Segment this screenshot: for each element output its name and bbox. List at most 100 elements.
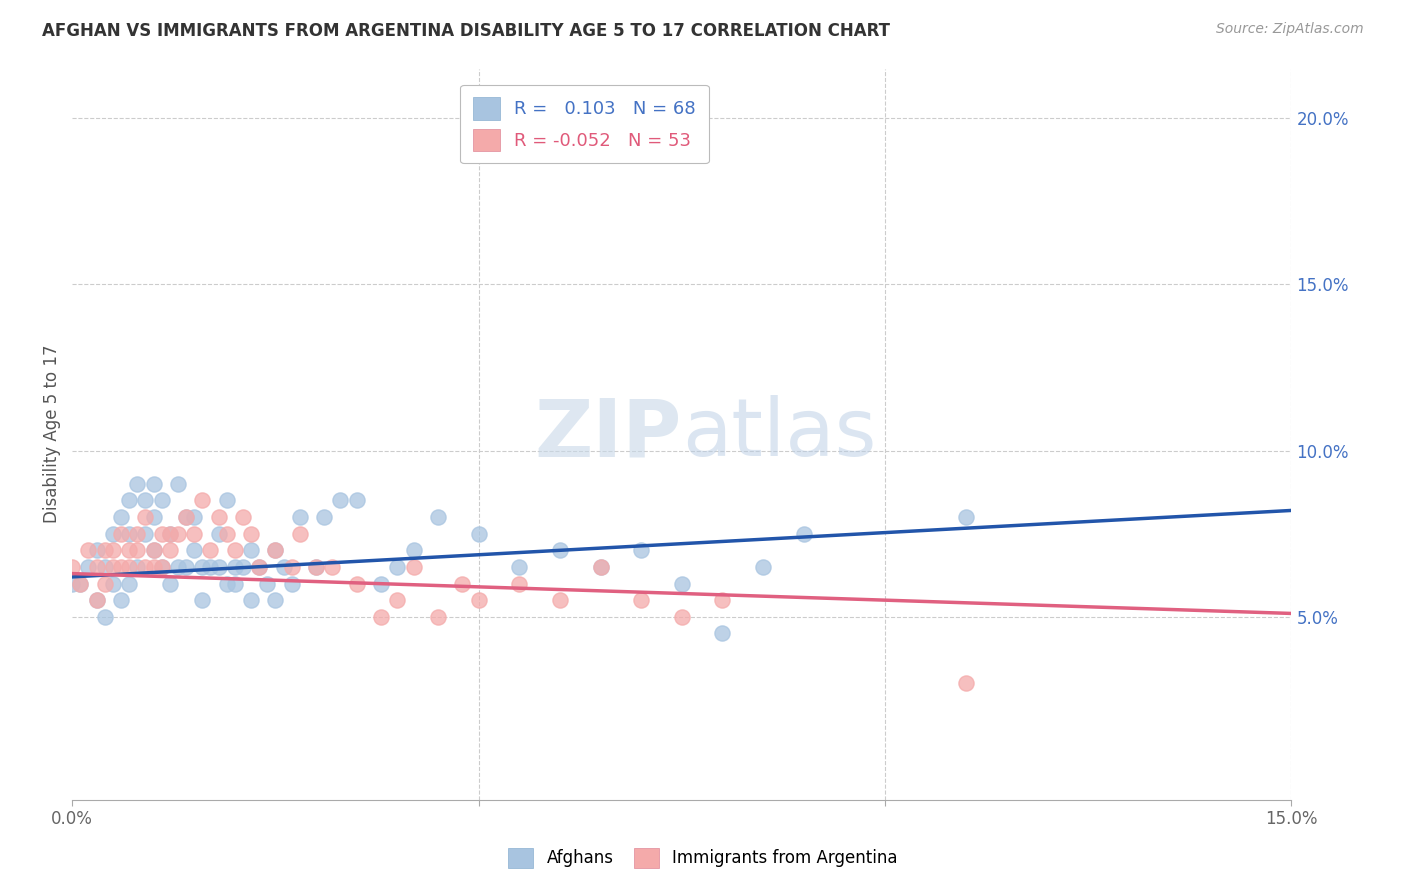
Point	[370, 576, 392, 591]
Point	[150, 560, 173, 574]
Point	[101, 576, 124, 591]
Y-axis label: Disability Age 5 to 17: Disability Age 5 to 17	[44, 345, 60, 524]
Point	[207, 510, 229, 524]
Point	[346, 493, 368, 508]
Point	[174, 560, 197, 574]
Point	[69, 576, 91, 591]
Point	[589, 560, 612, 574]
Point	[142, 476, 165, 491]
Point	[240, 526, 263, 541]
Point	[134, 560, 156, 574]
Point	[118, 493, 141, 508]
Point	[305, 560, 328, 574]
Point	[387, 593, 409, 607]
Point	[207, 560, 229, 574]
Point	[118, 526, 141, 541]
Point	[451, 576, 474, 591]
Point	[110, 593, 132, 607]
Point	[224, 560, 246, 574]
Point	[630, 543, 652, 558]
Point	[402, 560, 425, 574]
Point	[142, 560, 165, 574]
Point	[240, 593, 263, 607]
Point	[159, 526, 181, 541]
Point	[402, 543, 425, 558]
Point	[101, 560, 124, 574]
Point	[93, 560, 115, 574]
Point	[224, 543, 246, 558]
Point	[86, 560, 108, 574]
Point	[93, 543, 115, 558]
Point	[134, 493, 156, 508]
Legend: Afghans, Immigrants from Argentina: Afghans, Immigrants from Argentina	[502, 841, 904, 875]
Point	[127, 476, 149, 491]
Point	[110, 526, 132, 541]
Point	[101, 543, 124, 558]
Point	[264, 543, 287, 558]
Point	[215, 526, 238, 541]
Point	[183, 543, 205, 558]
Point	[264, 593, 287, 607]
Point	[288, 510, 311, 524]
Point	[134, 510, 156, 524]
Point	[110, 510, 132, 524]
Point	[305, 560, 328, 574]
Point	[548, 593, 571, 607]
Point	[142, 543, 165, 558]
Point	[77, 543, 100, 558]
Point	[711, 593, 734, 607]
Point	[200, 560, 222, 574]
Point	[671, 576, 693, 591]
Point	[232, 560, 254, 574]
Point	[60, 576, 83, 591]
Point	[69, 576, 91, 591]
Point	[630, 593, 652, 607]
Point	[167, 526, 190, 541]
Text: Source: ZipAtlas.com: Source: ZipAtlas.com	[1216, 22, 1364, 37]
Point	[387, 560, 409, 574]
Point	[321, 560, 343, 574]
Point	[60, 560, 83, 574]
Point	[167, 560, 190, 574]
Point	[207, 526, 229, 541]
Point	[955, 510, 977, 524]
Point	[793, 526, 815, 541]
Point	[142, 543, 165, 558]
Point	[427, 510, 450, 524]
Point	[150, 560, 173, 574]
Point	[174, 510, 197, 524]
Point	[174, 510, 197, 524]
Point	[346, 576, 368, 591]
Point	[118, 560, 141, 574]
Point	[273, 560, 295, 574]
Point	[183, 526, 205, 541]
Point	[240, 543, 263, 558]
Text: AFGHAN VS IMMIGRANTS FROM ARGENTINA DISABILITY AGE 5 TO 17 CORRELATION CHART: AFGHAN VS IMMIGRANTS FROM ARGENTINA DISA…	[42, 22, 890, 40]
Point	[288, 526, 311, 541]
Point	[134, 526, 156, 541]
Point	[224, 576, 246, 591]
Point	[955, 676, 977, 690]
Point	[370, 609, 392, 624]
Point	[159, 576, 181, 591]
Point	[86, 593, 108, 607]
Point	[427, 609, 450, 624]
Point	[150, 493, 173, 508]
Point	[142, 510, 165, 524]
Point	[191, 593, 214, 607]
Point	[467, 593, 489, 607]
Point	[589, 560, 612, 574]
Point	[159, 526, 181, 541]
Point	[118, 576, 141, 591]
Point	[200, 543, 222, 558]
Point	[118, 543, 141, 558]
Point	[264, 543, 287, 558]
Text: atlas: atlas	[682, 395, 876, 473]
Point	[232, 510, 254, 524]
Point	[93, 609, 115, 624]
Point	[77, 560, 100, 574]
Point	[86, 543, 108, 558]
Point	[101, 526, 124, 541]
Point	[127, 560, 149, 574]
Point	[752, 560, 775, 574]
